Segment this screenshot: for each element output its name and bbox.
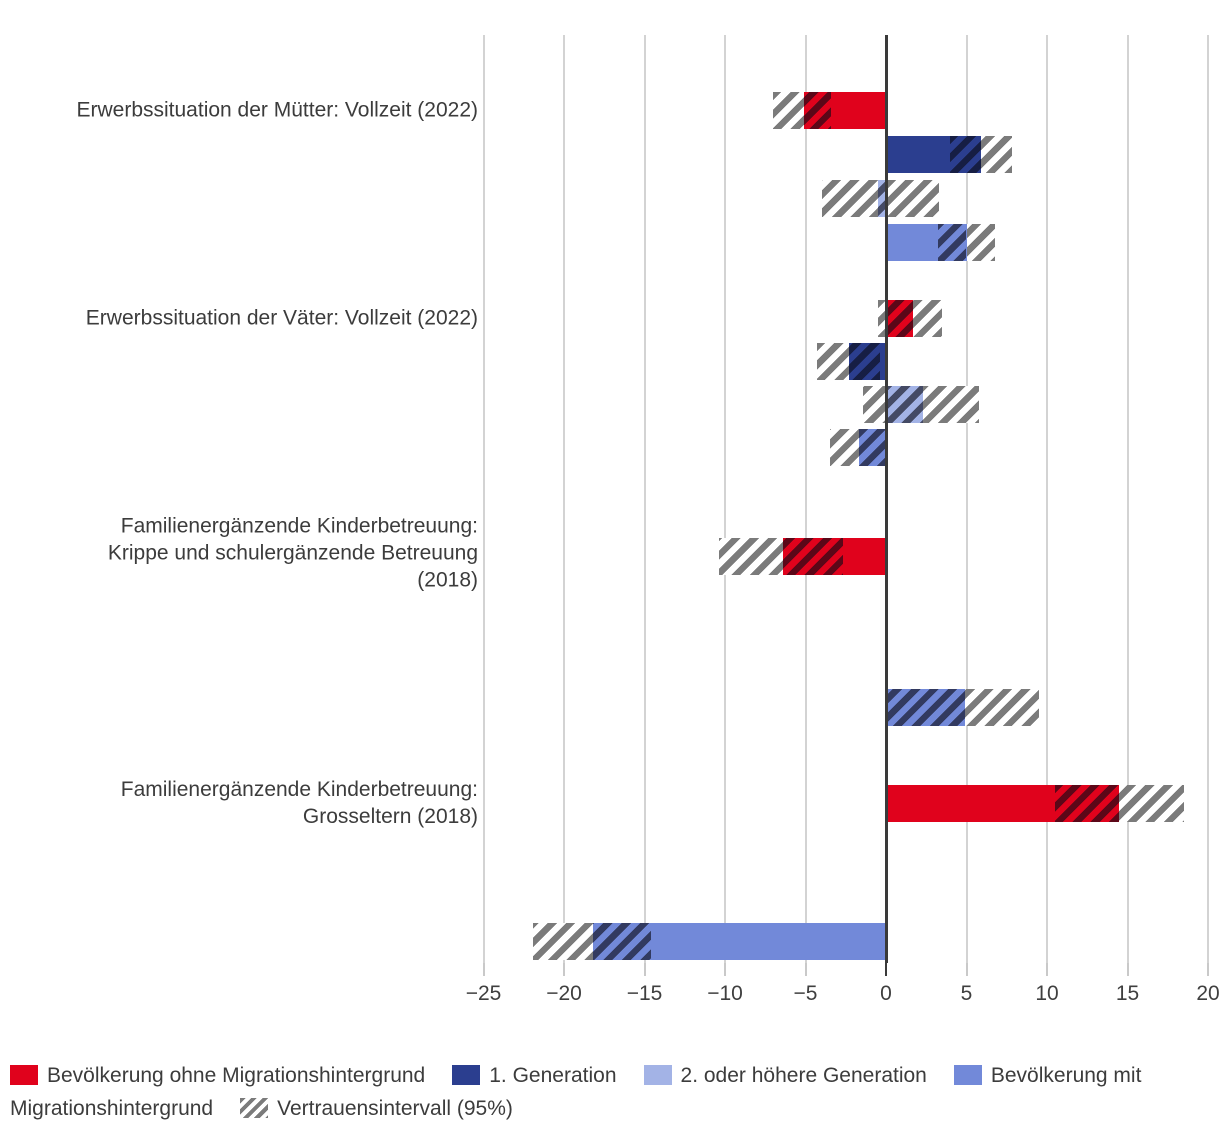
legend-item: Bevölkerung mit Migrationshintergrund <box>10 1064 1141 1120</box>
gridline <box>482 35 485 963</box>
confidence-interval-hatch <box>923 385 980 423</box>
confidence-interval-hatch <box>886 179 940 217</box>
category-label-line: Erwerbssituation der Mütter: Vollzeit (2… <box>76 98 478 122</box>
zero-axis-line <box>884 35 888 963</box>
axis-tick <box>482 963 485 976</box>
confidence-interval-hatch <box>829 428 859 466</box>
axis-tick <box>804 963 807 976</box>
gridline <box>804 35 807 963</box>
category-label-line: (2018) <box>417 568 478 592</box>
category-label-line: Familienergänzende Kinderbetreuung: <box>120 514 478 538</box>
confidence-interval-hatch <box>773 91 804 129</box>
legend-item-label: 2. oder höhere Generation <box>680 1064 927 1087</box>
axis-tick <box>1207 963 1209 976</box>
confidence-interval-hatch <box>1119 784 1184 822</box>
confidence-interval-hatch <box>886 385 924 423</box>
confidence-interval-hatch <box>877 299 886 337</box>
axis-tick-label: −15 <box>626 982 663 1005</box>
axis-tick-label: −10 <box>707 982 743 1005</box>
gridline <box>724 35 726 963</box>
axis-tick-label: 10 <box>1035 982 1059 1005</box>
axis-tick-label: 15 <box>1115 982 1140 1005</box>
axis-tick-label: 20 <box>1196 982 1220 1005</box>
legend-color-swatch <box>452 1065 481 1085</box>
axis-tick <box>965 963 968 976</box>
legend-color-swatch <box>10 1065 38 1085</box>
confidence-interval-hatch <box>950 135 981 173</box>
legend-item: 1. Generation <box>452 1064 617 1087</box>
gridline <box>1046 35 1048 963</box>
category-label: Erwerbssituation der Mütter: Vollzeit (2… <box>8 97 478 124</box>
confidence-interval-hatch <box>821 179 878 217</box>
confidence-interval-hatch <box>816 342 849 380</box>
gridline <box>1207 35 1209 963</box>
axis-tick <box>563 963 565 976</box>
gridline <box>643 35 646 963</box>
hatch-pattern-icon <box>240 1098 269 1118</box>
legend-item-label: Bevölkerung ohne Migrationshintergrund <box>47 1064 426 1087</box>
axis-tick-label: −5 <box>793 982 818 1005</box>
confidence-interval-hatch <box>964 688 1039 726</box>
confidence-interval-hatch <box>718 537 783 575</box>
confidence-interval-hatch <box>782 537 843 575</box>
confidence-interval-hatch <box>863 385 886 423</box>
axis-tick <box>643 963 646 976</box>
confidence-interval-hatch <box>848 342 880 380</box>
gridline <box>563 35 565 963</box>
category-label: Familienergänzende Kinderbetreuung: Kripp… <box>8 513 478 594</box>
confidence-interval-hatch <box>533 922 593 960</box>
category-label-line: Grosseltern (2018) <box>302 805 478 828</box>
category-label: Erwerbssituation der Väter: Vollzeit (20… <box>8 305 478 332</box>
confidence-interval-hatch <box>803 91 832 129</box>
confidence-interval-hatch <box>966 223 996 261</box>
confidence-interval-hatch <box>1055 784 1120 822</box>
confidence-interval-hatch <box>937 223 967 261</box>
axis-tick-label: 0 <box>880 982 892 1005</box>
axis-tick <box>885 963 887 976</box>
confidence-interval-hatch <box>592 922 651 960</box>
category-label-line: Familienergänzende Kinderbetreuung: <box>120 778 478 801</box>
legend-color-swatch <box>643 1065 672 1085</box>
legend-item-label: Vertrauensintervall (95%) <box>277 1097 513 1120</box>
legend-item: 2. oder höhere Generation <box>643 1064 927 1087</box>
gridline <box>1126 35 1129 963</box>
category-label-line: Krippe und schulergänzende Betreuung <box>107 541 478 565</box>
gridline <box>965 35 968 963</box>
confidence-interval-hatch <box>913 299 943 337</box>
confidence-interval-hatch <box>877 179 886 217</box>
legend-item-label: 1. Generation <box>489 1064 617 1087</box>
legend-item-confidence-interval: Vertrauensintervall (95%) <box>240 1097 513 1120</box>
axis-tick-label: 5 <box>960 982 973 1005</box>
axis-tick-label: −20 <box>546 982 582 1005</box>
confidence-interval-hatch <box>886 299 914 337</box>
legend-item: Bevölkerung ohne Migrationshintergrund <box>10 1064 425 1087</box>
confidence-interval-hatch <box>887 688 965 726</box>
axis-tick <box>724 963 726 976</box>
category-label: Familienergänzende Kinderbetreuung: Gross… <box>8 776 478 830</box>
confidence-interval-hatch <box>858 428 886 466</box>
legend-item-label: Bevölkerung mit Migrationshintergrund <box>10 1064 1142 1120</box>
legend-color-swatch <box>953 1065 982 1085</box>
legend: Bevölkerung ohne Migrationshintergrund 1.… <box>10 1059 1214 1125</box>
confidence-interval-hatch <box>980 135 1012 173</box>
axis-tick <box>1126 963 1129 976</box>
axis-tick-label: −25 <box>465 982 502 1005</box>
axis-tick <box>1046 963 1048 976</box>
category-label-line: Erwerbssituation der Väter: Vollzeit (20… <box>85 306 478 330</box>
